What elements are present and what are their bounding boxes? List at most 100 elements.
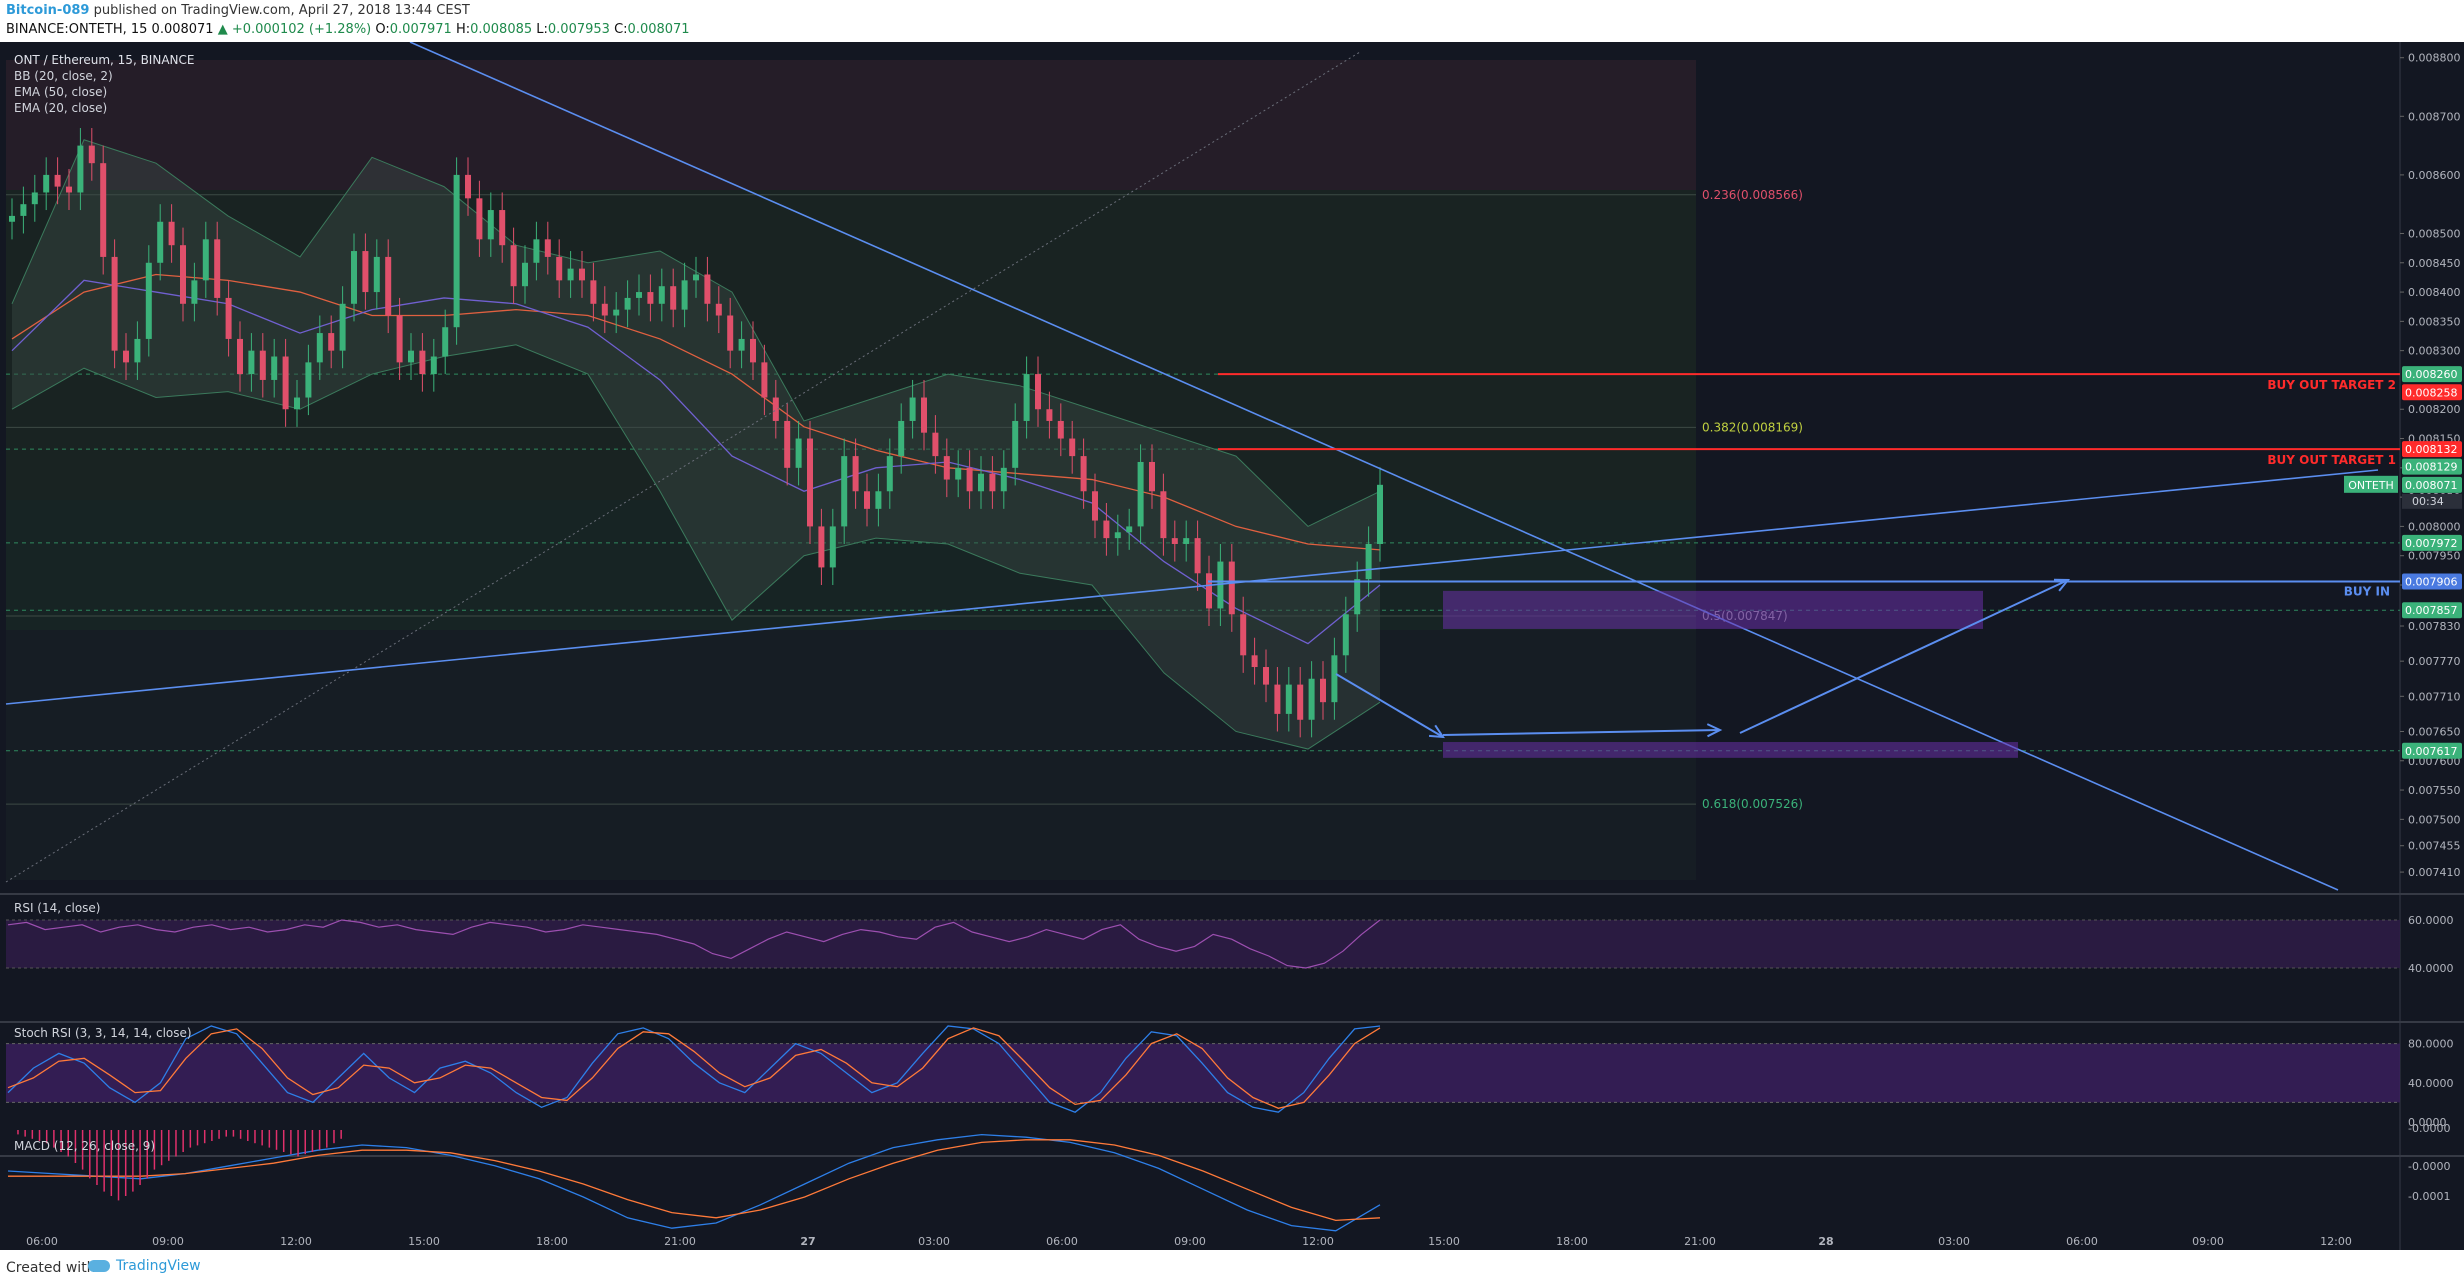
candle-body	[590, 280, 597, 304]
candle-body	[681, 280, 688, 310]
candle-body	[294, 397, 300, 410]
stoch-tick-label: 0.0000	[2408, 1116, 2447, 1129]
buy-out-target-1-label: BUY OUT TARGET 1	[2267, 453, 2396, 467]
candle-body	[1354, 579, 1361, 615]
macd-title: MACD (12, 26, close, 9)	[14, 1139, 155, 1153]
countdown-tag	[2402, 493, 2462, 509]
buy-zone-lower	[1443, 742, 2018, 758]
candle-body	[259, 350, 266, 380]
fib-zone-top	[6, 60, 1696, 190]
candle-body	[1285, 684, 1292, 714]
candle-body	[499, 210, 506, 246]
candle-body	[328, 333, 335, 351]
time-tick-label: 18:00	[536, 1235, 568, 1248]
candle-body	[829, 526, 836, 568]
candle-body	[305, 362, 312, 398]
candle-body	[202, 239, 209, 281]
candle-body	[487, 210, 494, 240]
time-tick-label: 06:00	[2066, 1235, 2098, 1248]
candle-body	[339, 303, 346, 351]
price-tag-label: 0.007906	[2405, 575, 2458, 588]
candle-body	[43, 174, 50, 193]
candle-body	[465, 174, 471, 199]
candle-body	[1149, 461, 1155, 492]
candle-body	[1183, 538, 1190, 544]
candle-body	[556, 256, 563, 281]
candle-body	[1320, 678, 1326, 703]
projection-arrow-head	[1428, 724, 1445, 739]
price-change: ▲ +0.000102 (+1.28%)	[217, 22, 372, 37]
price-tick-label: 0.007950	[2408, 550, 2461, 563]
candle-body	[77, 145, 84, 193]
price-tick-label: 0.007410	[2408, 866, 2461, 879]
candle-body	[385, 256, 392, 316]
publish-line: Bitcoin-089 published on TradingView.com…	[6, 3, 470, 18]
candle-body	[909, 397, 916, 421]
candle-body	[9, 215, 15, 222]
candle-body	[875, 491, 882, 509]
time-tick-label: 03:00	[918, 1235, 950, 1248]
chart-canvas[interactable]: 0.008800 0.008700 0.008600 0.008500 0.008450…	[0, 42, 2464, 1250]
candle-body	[191, 280, 198, 304]
candle-body	[1035, 374, 1041, 410]
candle-body	[111, 256, 118, 351]
candle-body	[670, 286, 677, 310]
price-tick-label: 0.007455	[2408, 840, 2461, 853]
candle-body	[20, 204, 27, 216]
stoch-d-line	[7, 1027, 1381, 1109]
candle-body	[1206, 573, 1212, 609]
price-tick-label: 0.008450	[2408, 257, 2461, 270]
candle-body	[1377, 484, 1383, 544]
candle-body	[1126, 526, 1133, 533]
candle-body	[1331, 655, 1338, 703]
candle-body	[613, 309, 620, 316]
candle-body	[476, 198, 483, 240]
price-tick-label: 0.007650	[2408, 725, 2461, 738]
candle-body	[1274, 684, 1281, 714]
time-tick-label: 21:00	[1684, 1235, 1716, 1248]
candle-body	[943, 456, 950, 480]
chart-header: Bitcoin-089 published on TradingView.com…	[0, 0, 2464, 42]
price-tag	[2402, 458, 2462, 475]
candle-body	[66, 186, 72, 193]
candle-body	[772, 397, 779, 421]
price-tag-label: 0.007617	[2405, 745, 2458, 758]
fib-zone-lower	[6, 630, 1696, 880]
candle-body	[966, 467, 973, 492]
candle-body	[214, 239, 221, 298]
macd-tick-label: -0.0000	[2408, 1160, 2450, 1173]
bollinger-lower-line	[11, 344, 1381, 750]
stoch-title: Stoch RSI (3, 3, 14, 14, close)	[14, 1026, 192, 1040]
candle-body	[1251, 655, 1258, 668]
candle-body	[271, 356, 278, 380]
symbol-ohlc-line: BINANCE:ONTETH, 15 0.008071 ▲ +0.000102 …	[6, 22, 690, 37]
author-link[interactable]: Bitcoin-089	[6, 3, 90, 18]
candle-body	[1103, 520, 1110, 539]
candle-body	[1012, 420, 1019, 468]
price-tick-label: 0.007550	[2408, 784, 2461, 797]
candle-body	[1137, 461, 1144, 527]
time-tick-label: 06:00	[1046, 1235, 1078, 1248]
stoch-k-line	[7, 1025, 1381, 1113]
price-tick-label: 0.008700	[2408, 110, 2461, 123]
price-tick-label: 0.008300	[2408, 345, 2461, 358]
candle-body	[795, 438, 802, 468]
symbol-tag-label: ONTETH	[2348, 479, 2394, 492]
price-tag	[2402, 742, 2462, 759]
rsi-tick-label: 40.0000	[2408, 962, 2454, 975]
candle-body	[1194, 538, 1201, 574]
candle-body	[316, 333, 323, 363]
tradingview-logo[interactable]: TradingView	[88, 1258, 201, 1274]
candle-body	[442, 327, 449, 357]
open-value: 0.007971	[389, 22, 452, 37]
macd-signal-line	[8, 1139, 1381, 1222]
candle-body	[522, 262, 528, 287]
projection-arrow-head	[1706, 723, 1723, 738]
price-tick-label: 0.008600	[2408, 169, 2461, 182]
candle-body	[225, 297, 232, 339]
candle-body	[157, 221, 164, 263]
candle-body	[373, 256, 380, 293]
time-tick-label: 09:00	[152, 1235, 184, 1248]
price-tick-label: 0.007770	[2408, 655, 2461, 668]
tradingview-brand-text: TradingView	[116, 1258, 201, 1274]
